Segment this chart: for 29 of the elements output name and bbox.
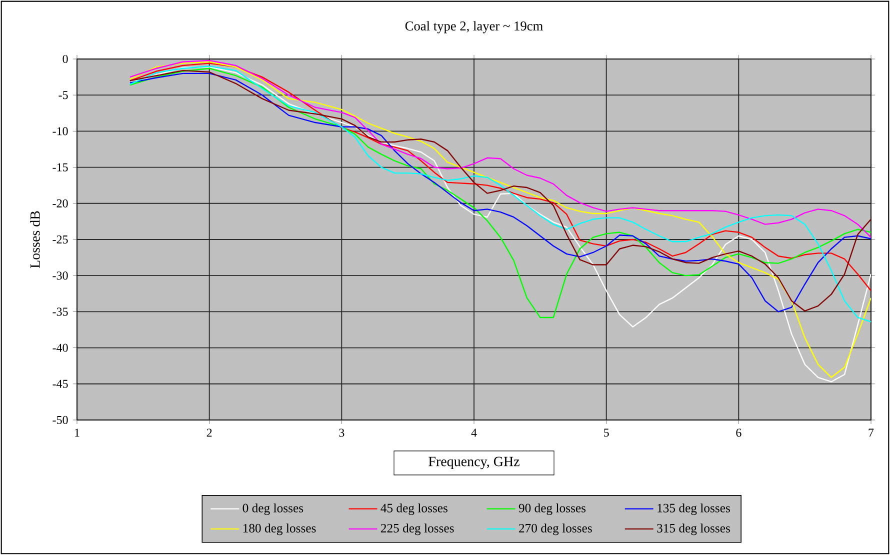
legend-label: 180 deg losses (243, 524, 316, 536)
legend-label: 270 deg losses (519, 524, 592, 536)
x-tick-label: 1 (75, 428, 80, 437)
legend-label: 315 deg losses (657, 524, 730, 536)
x-tick-label: 5 (604, 428, 609, 437)
x-tick-label: 4 (471, 428, 477, 437)
legend-label: 225 deg losses (380, 524, 454, 536)
x-axis-title: Frequency, GHz (428, 456, 520, 470)
y-tick-label: -20 (52, 199, 68, 208)
x-tick-label: 7 (868, 428, 874, 437)
y-tick-label: 0 (62, 54, 68, 64)
y-tick-label: -30 (52, 272, 68, 280)
y-tick-label: -50 (52, 416, 68, 424)
y-tick-label: -5 (58, 91, 68, 100)
x-tick-label: 3 (339, 428, 344, 437)
x-tick-label: 2 (206, 428, 212, 437)
legend-label: 0 deg losses (242, 503, 304, 515)
legend-label: 90 deg losses (518, 503, 586, 515)
y-tick-label: -35 (52, 308, 68, 316)
chart-title: Coal type 2, layer ~ 19cm (405, 21, 543, 34)
y-tick-label: -40 (52, 344, 68, 352)
y-tick-label: -45 (52, 380, 68, 388)
y-tick-label: -15 (52, 163, 68, 172)
x-tick-label: 6 (736, 428, 742, 437)
y-axis-title: Losses dB (30, 211, 40, 268)
y-tick-label: -10 (52, 127, 68, 136)
y-tick-label: -25 (52, 235, 68, 244)
legend-label: 135 deg losses (658, 503, 730, 515)
legend-label: 45 deg losses (380, 503, 448, 515)
